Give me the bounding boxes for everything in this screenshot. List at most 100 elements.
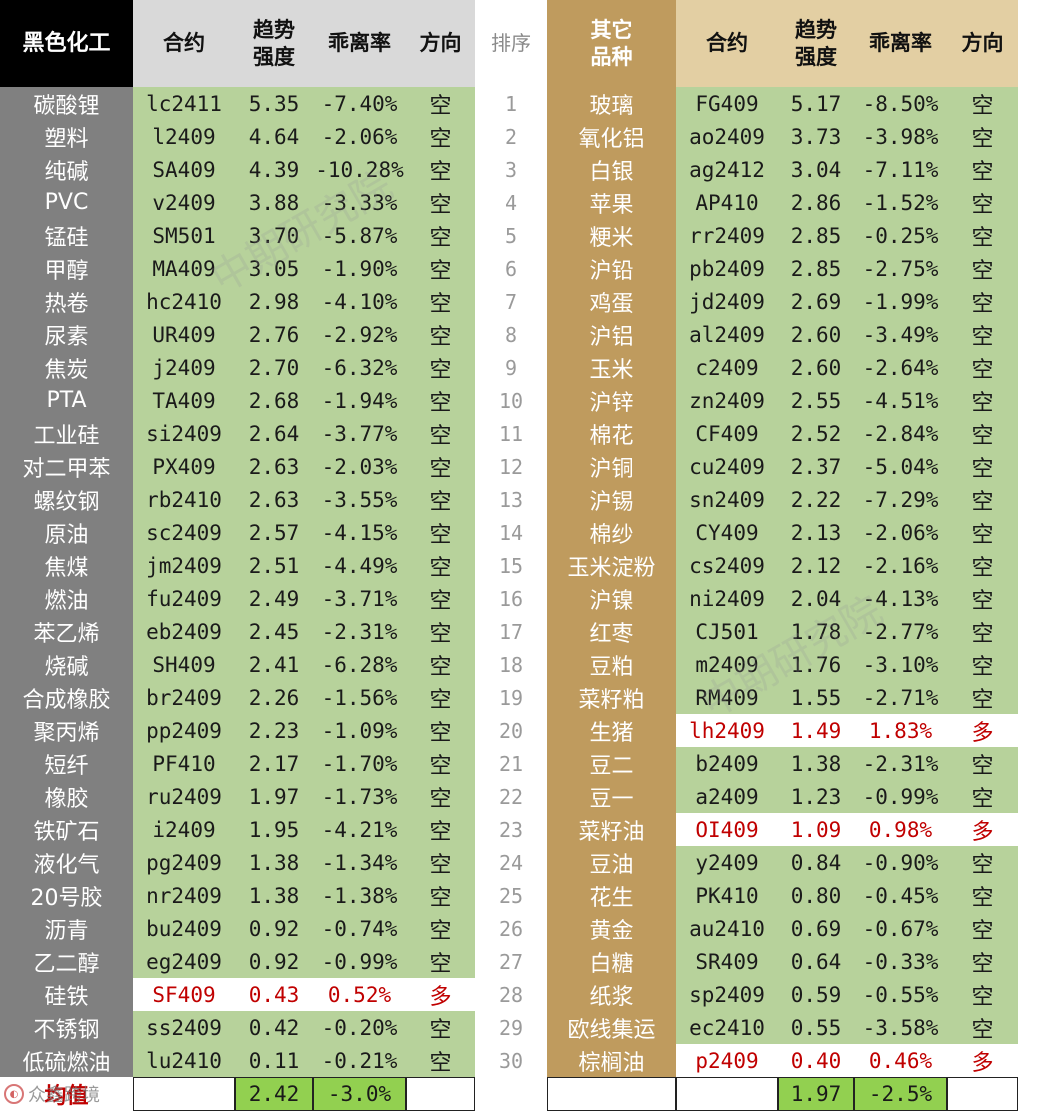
right-deviation-rate: -1.52%: [854, 186, 947, 219]
right-contract: AP410: [676, 186, 778, 219]
rank-number: 5: [475, 219, 547, 252]
rank-number-text: 18: [498, 652, 524, 677]
header-deviation-right: 乖离率: [854, 0, 947, 87]
left-deviation-rate: -1.34%: [313, 846, 406, 879]
header-trend-line2: 强度: [795, 44, 837, 69]
right-trend-strength: 0.59: [778, 978, 854, 1011]
left-commodity-name: 甲醇: [0, 252, 133, 285]
left-commodity-name: 塑料: [0, 120, 133, 153]
rank-number-text: 2: [504, 124, 518, 149]
rank-number-text: 10: [498, 388, 524, 413]
left-trend-strength: 2.63: [235, 450, 313, 483]
rank-number: 1: [475, 87, 547, 120]
right-trend-strength: 1.55: [778, 681, 854, 714]
left-direction: 空: [406, 120, 475, 153]
left-direction: 空: [406, 714, 475, 747]
left-deviation-rate: -2.31%: [313, 615, 406, 648]
rank-number-text: 8: [504, 322, 518, 347]
right-trend-strength: 3.73: [778, 120, 854, 153]
left-direction: 空: [406, 87, 475, 120]
rank-number-text: 21: [498, 751, 524, 776]
left-deviation-rate: -4.49%: [313, 549, 406, 582]
left-contract: SF409: [133, 978, 235, 1011]
left-contract: eg2409: [133, 945, 235, 978]
header-trend-line1: 趋势: [253, 17, 295, 42]
right-deviation-rate: -8.50%: [854, 87, 947, 120]
rank-number: 9: [475, 351, 547, 384]
left-contract: j2409: [133, 351, 235, 384]
right-direction: 空: [947, 450, 1018, 483]
right-direction: 空: [947, 681, 1018, 714]
rank-number-text: 30: [498, 1048, 524, 1073]
right-direction: 空: [947, 780, 1018, 813]
right-direction: 空: [947, 516, 1018, 549]
left-trend-average: 2.42: [235, 1077, 313, 1111]
left-direction: 空: [406, 1011, 475, 1044]
right-commodity-name: 氧化铝: [547, 120, 676, 153]
right-commodity-name: 豆二: [547, 747, 676, 780]
right-direction: 空: [947, 483, 1018, 516]
rank-number: 28: [475, 978, 547, 1011]
rank-number: 4: [475, 186, 547, 219]
rank-number-text: 12: [498, 454, 524, 479]
left-commodity-name: 合成橡胶: [0, 681, 133, 714]
left-commodity-name: 原油: [0, 516, 133, 549]
rank-number-text: 4: [504, 190, 518, 215]
left-deviation-rate: -5.87%: [313, 219, 406, 252]
left-contract: MA409: [133, 252, 235, 285]
left-deviation-rate: -4.10%: [313, 285, 406, 318]
left-trend-strength: 2.51: [235, 549, 313, 582]
header-trend-line2: 强度: [253, 44, 295, 69]
logo: ◐ 众鑫跨境: [4, 1081, 100, 1107]
right-commodity-name: 沪铜: [547, 450, 676, 483]
left-contract: UR409: [133, 318, 235, 351]
left-commodity-name: 碳酸锂: [0, 87, 133, 120]
right-contract: ni2409: [676, 582, 778, 615]
left-contract: ss2409: [133, 1011, 235, 1044]
rank-number: 3: [475, 153, 547, 186]
right-direction: 空: [947, 186, 1018, 219]
left-direction: 空: [406, 186, 475, 219]
right-trend-strength: 1.76: [778, 648, 854, 681]
right-commodity-name: 沪镍: [547, 582, 676, 615]
right-contract: sn2409: [676, 483, 778, 516]
rank-number-text: 24: [498, 850, 524, 875]
logo-text: 众鑫跨境: [28, 1085, 100, 1106]
right-direction: 空: [947, 1011, 1018, 1044]
left-trend-strength: 0.92: [235, 912, 313, 945]
right-commodity-name: 黄金: [547, 912, 676, 945]
right-deviation-rate: 1.83%: [854, 714, 947, 747]
header-contract-right: 合约: [676, 0, 778, 87]
right-trend-strength: 2.69: [778, 285, 854, 318]
rank-number: 22: [475, 780, 547, 813]
left-trend-strength: 2.41: [235, 648, 313, 681]
left-trend-strength: 2.26: [235, 681, 313, 714]
left-direction: 空: [406, 879, 475, 912]
right-deviation-rate: -4.51%: [854, 384, 947, 417]
left-contract: PF410: [133, 747, 235, 780]
left-commodity-name: 螺纹钢: [0, 483, 133, 516]
left-contract: nr2409: [133, 879, 235, 912]
right-deviation-rate: -2.06%: [854, 516, 947, 549]
right-contract: y2409: [676, 846, 778, 879]
left-contract: si2409: [133, 417, 235, 450]
header-right-category-line2: 品种: [590, 44, 633, 69]
left-deviation-rate: -1.90%: [313, 252, 406, 285]
left-commodity-name: 沥青: [0, 912, 133, 945]
left-contract: pp2409: [133, 714, 235, 747]
left-contract: lc2411: [133, 87, 235, 120]
left-commodity-name: 尿素: [0, 318, 133, 351]
right-commodity-name: 鸡蛋: [547, 285, 676, 318]
right-contract: sp2409: [676, 978, 778, 1011]
left-direction: 空: [406, 813, 475, 846]
right-trend-strength: 1.38: [778, 747, 854, 780]
rank-number-text: 28: [498, 982, 524, 1007]
right-trend-strength: 2.85: [778, 252, 854, 285]
right-commodity-name: 棉纱: [547, 516, 676, 549]
left-contract: sc2409: [133, 516, 235, 549]
rank-number: 17: [475, 615, 547, 648]
header-contract-left: 合约: [133, 0, 235, 87]
left-direction: 空: [406, 780, 475, 813]
rank-number-text: 11: [498, 421, 524, 446]
left-trend-strength: 2.64: [235, 417, 313, 450]
